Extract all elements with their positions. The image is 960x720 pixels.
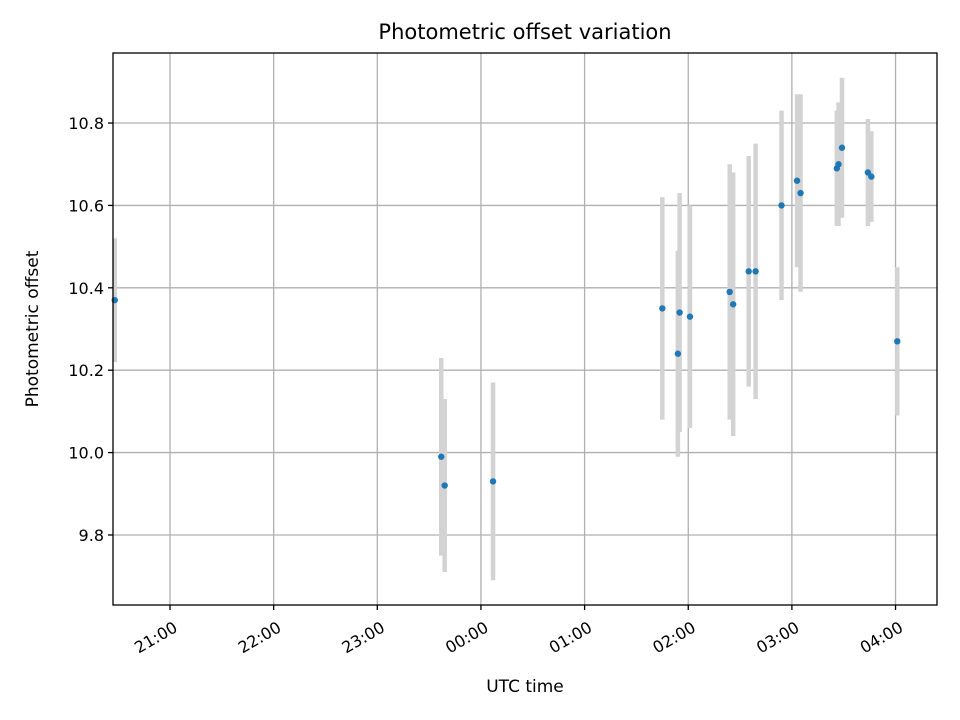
data-point: [745, 268, 752, 275]
data-point: [752, 268, 759, 275]
data-point: [441, 482, 448, 489]
y-tick-label: 10.8: [68, 114, 104, 133]
data-point: [778, 202, 785, 209]
x-tick-label: 00:00: [442, 618, 491, 658]
y-tick-label: 10.4: [68, 279, 104, 298]
data-point: [894, 338, 901, 345]
data-point: [676, 309, 683, 316]
x-tick-label: 01:00: [546, 618, 595, 658]
y-axis-ticks: 9.8 10.0 10.2 10.4 10.6 10.8: [68, 114, 113, 545]
data-point: [793, 177, 801, 184]
x-tick-label: 22:00: [235, 618, 284, 658]
x-tick-label: 23:00: [338, 618, 387, 658]
y-tick-label: 9.8: [79, 526, 104, 545]
data-point: [489, 478, 497, 485]
data-point: [438, 453, 445, 460]
x-axis-ticks: 21:00 22:00 23:00 00:00 01:00 02:00 03:00 04:00: [131, 605, 906, 657]
errorbar-layer: [112, 77, 900, 581]
y-axis-label: Photometric offset: [23, 250, 43, 407]
y-tick-label: 10.6: [68, 196, 104, 215]
plot-frame: [112, 52, 938, 606]
data-point: [659, 305, 666, 312]
data-point: [686, 313, 694, 320]
chart-title: Photometric offset variation: [378, 20, 671, 44]
data-point: [797, 189, 804, 197]
x-tick-label: 03:00: [753, 618, 802, 658]
data-point: [726, 288, 733, 296]
x-tick-label: 21:00: [131, 618, 180, 658]
data-point: [838, 144, 846, 151]
point-layer: [111, 144, 901, 489]
x-tick-label: 04:00: [857, 618, 906, 658]
data-point: [835, 161, 842, 168]
y-tick-label: 10.2: [68, 361, 104, 380]
y-tick-label: 10.0: [68, 444, 104, 463]
x-axis-label: UTC time: [486, 677, 564, 697]
data-point: [729, 301, 737, 308]
x-tick-label: 02:00: [649, 618, 698, 658]
grid-layer: [113, 53, 937, 605]
data-point: [868, 173, 875, 180]
data-point: [674, 350, 682, 357]
